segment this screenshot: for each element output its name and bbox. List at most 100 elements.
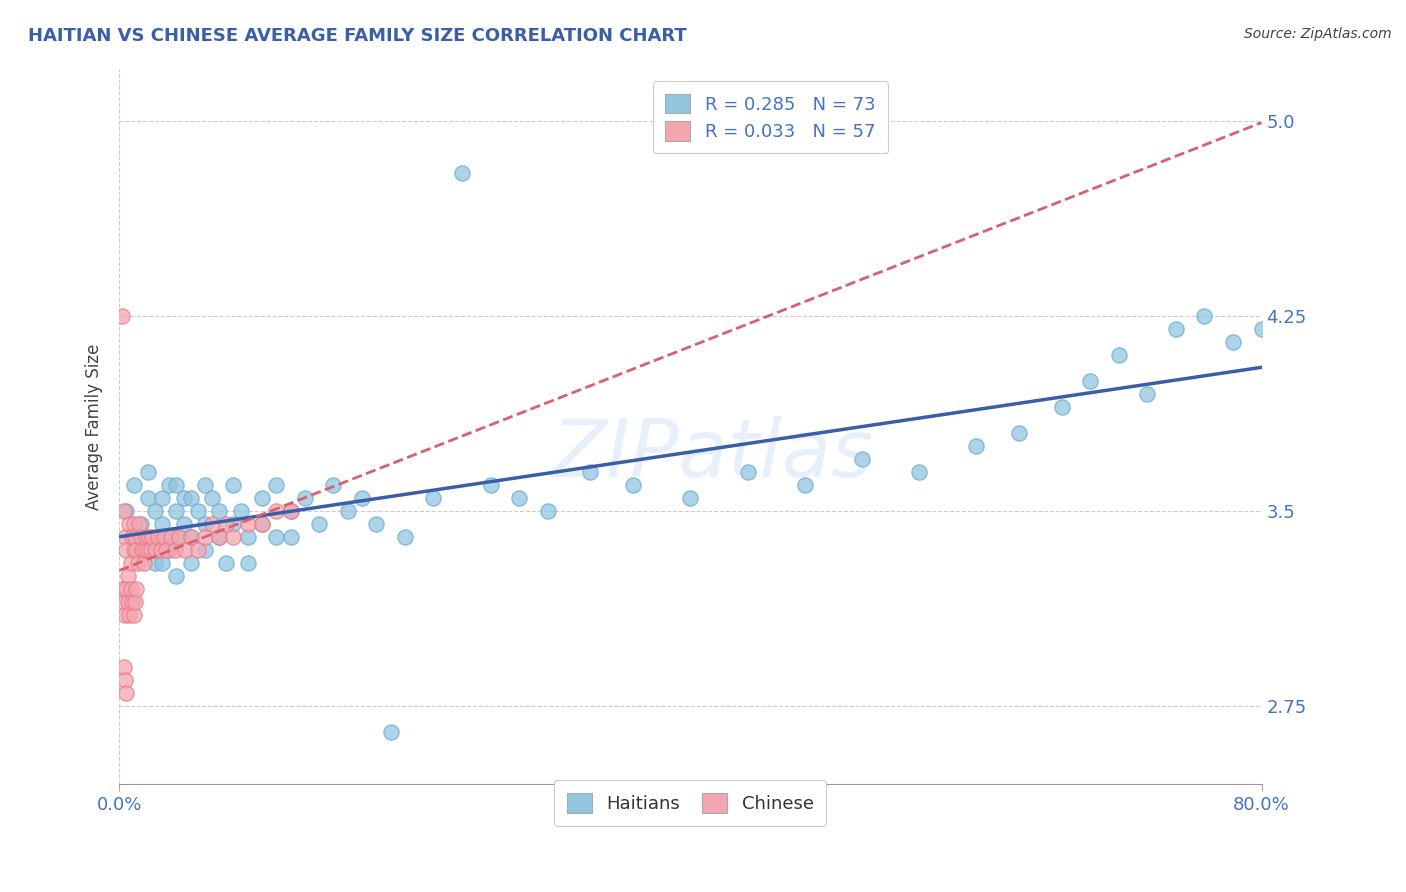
Text: Source: ZipAtlas.com: Source: ZipAtlas.com xyxy=(1244,27,1392,41)
Point xyxy=(208,504,231,518)
Point xyxy=(115,582,138,597)
Point xyxy=(173,491,195,505)
Point xyxy=(350,491,373,505)
Point xyxy=(322,478,344,492)
Point xyxy=(159,530,181,544)
Point xyxy=(150,530,173,544)
Point xyxy=(115,686,138,700)
Point xyxy=(139,543,162,558)
Point xyxy=(122,517,145,532)
Point xyxy=(122,478,145,492)
Point xyxy=(422,491,444,505)
Point xyxy=(266,504,288,518)
Point xyxy=(141,530,163,544)
Point xyxy=(122,530,145,544)
Point xyxy=(136,465,159,479)
Text: ZIPatlas: ZIPatlas xyxy=(553,416,875,494)
Point xyxy=(134,543,156,558)
Point xyxy=(120,582,142,597)
Point xyxy=(1250,322,1272,336)
Point xyxy=(222,517,245,532)
Point xyxy=(143,543,166,558)
Point xyxy=(851,452,873,467)
Point xyxy=(122,543,145,558)
Text: HAITIAN VS CHINESE AVERAGE FAMILY SIZE CORRELATION CHART: HAITIAN VS CHINESE AVERAGE FAMILY SIZE C… xyxy=(28,27,688,45)
Point xyxy=(112,660,135,674)
Point xyxy=(280,504,302,518)
Point xyxy=(1164,322,1187,336)
Point xyxy=(201,517,224,532)
Point xyxy=(112,595,135,609)
Point xyxy=(143,556,166,570)
Point xyxy=(165,569,187,583)
Point xyxy=(451,166,474,180)
Point xyxy=(250,517,273,532)
Point xyxy=(479,478,502,492)
Point xyxy=(117,595,139,609)
Point xyxy=(380,725,402,739)
Point xyxy=(118,608,141,623)
Point xyxy=(143,504,166,518)
Point xyxy=(135,530,157,544)
Point xyxy=(115,543,138,558)
Point xyxy=(128,517,150,532)
Point xyxy=(111,582,134,597)
Point xyxy=(280,504,302,518)
Point xyxy=(149,543,172,558)
Point xyxy=(114,530,136,544)
Point xyxy=(215,517,238,532)
Point xyxy=(152,530,174,544)
Point xyxy=(174,543,197,558)
Point xyxy=(127,556,149,570)
Point xyxy=(280,530,302,544)
Point xyxy=(180,530,202,544)
Point xyxy=(138,530,160,544)
Point xyxy=(236,517,259,532)
Point xyxy=(187,543,209,558)
Point xyxy=(1222,334,1244,349)
Point xyxy=(737,465,759,479)
Point xyxy=(150,491,173,505)
Point xyxy=(165,504,187,518)
Point xyxy=(908,465,931,479)
Point xyxy=(114,608,136,623)
Point xyxy=(125,582,148,597)
Point xyxy=(115,504,138,518)
Point xyxy=(679,491,702,505)
Point xyxy=(173,517,195,532)
Point xyxy=(150,517,173,532)
Point xyxy=(117,569,139,583)
Point xyxy=(965,439,987,453)
Point xyxy=(508,491,530,505)
Point xyxy=(118,517,141,532)
Point xyxy=(180,556,202,570)
Point xyxy=(187,504,209,518)
Point xyxy=(157,478,180,492)
Point xyxy=(114,673,136,688)
Point xyxy=(266,530,288,544)
Point xyxy=(579,465,602,479)
Point xyxy=(250,491,273,505)
Point xyxy=(155,543,177,558)
Point xyxy=(194,517,217,532)
Point xyxy=(536,504,558,518)
Point xyxy=(112,504,135,518)
Point xyxy=(129,530,152,544)
Point xyxy=(294,491,316,505)
Point xyxy=(1194,309,1216,323)
Point xyxy=(366,517,388,532)
Point xyxy=(1078,374,1101,388)
Point xyxy=(215,556,238,570)
Point xyxy=(136,543,159,558)
Point xyxy=(165,530,187,544)
Point xyxy=(250,517,273,532)
Point xyxy=(136,491,159,505)
Point xyxy=(201,491,224,505)
Point xyxy=(1136,387,1159,401)
Point xyxy=(194,543,217,558)
Point xyxy=(122,608,145,623)
Point xyxy=(124,530,146,544)
Point xyxy=(793,478,815,492)
Point xyxy=(165,478,187,492)
Legend: Haitians, Chinese: Haitians, Chinese xyxy=(554,780,827,825)
